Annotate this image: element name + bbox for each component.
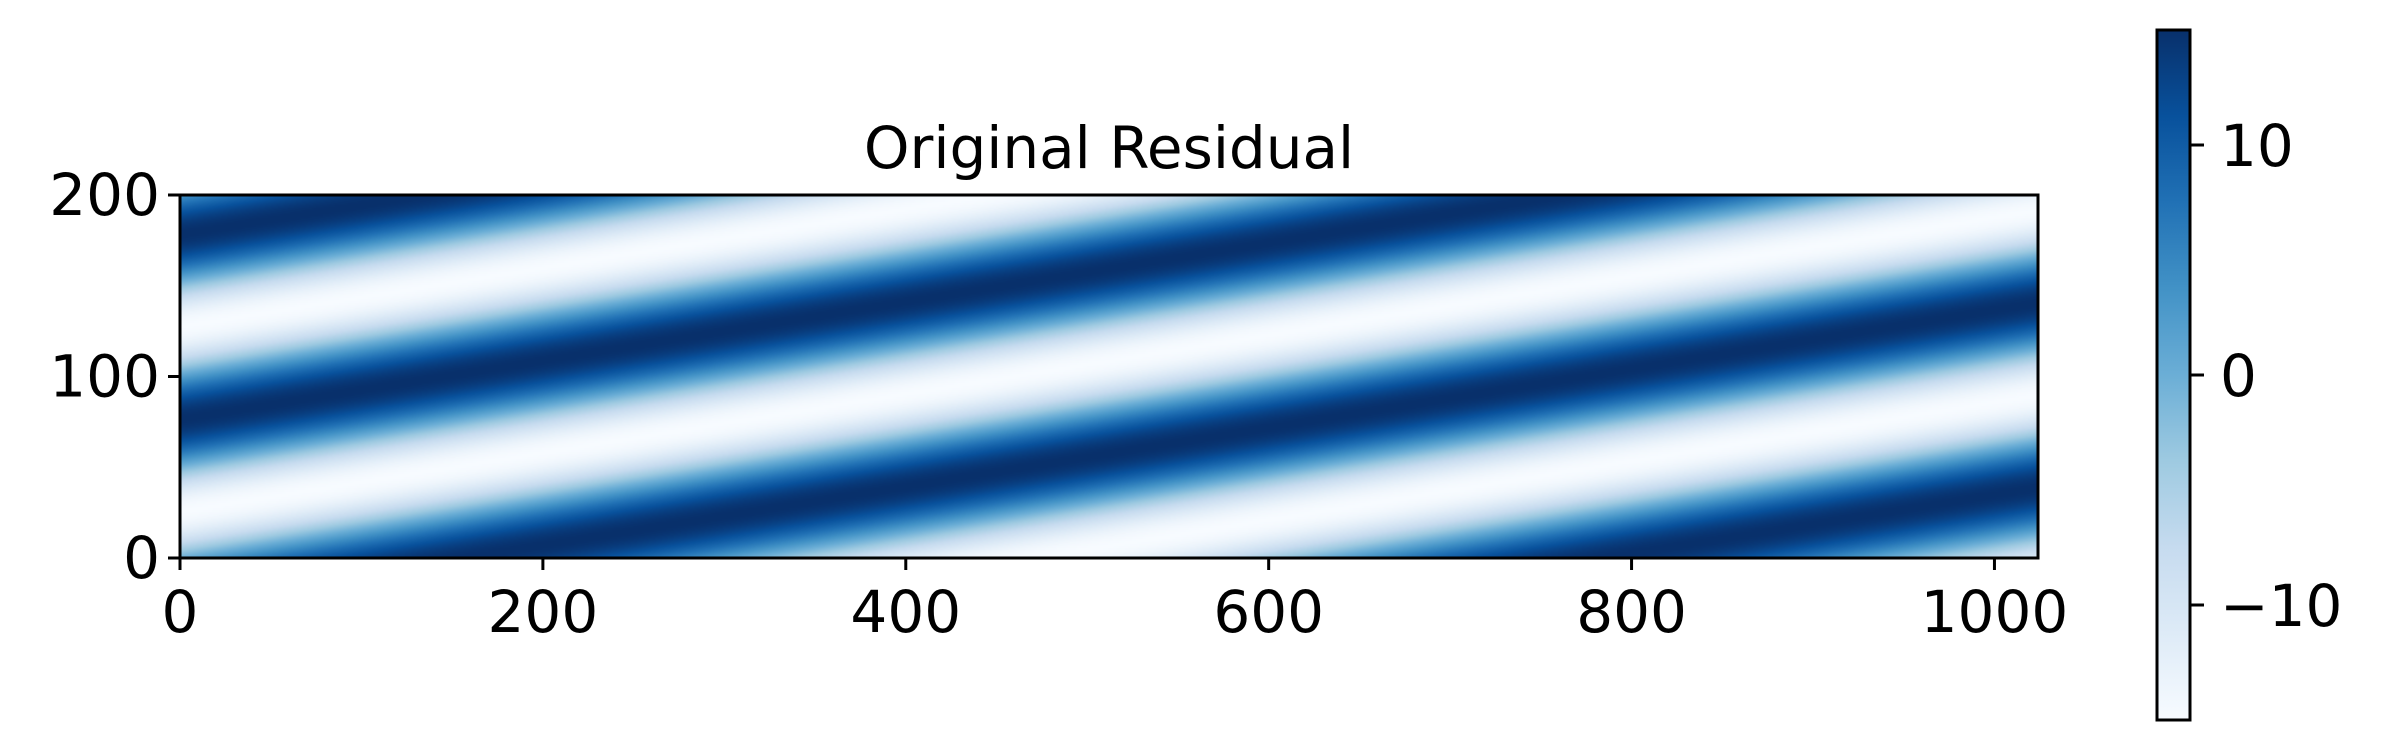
x-tick-label: 800	[1576, 578, 1687, 646]
y-tick-label: 100	[49, 343, 160, 411]
x-axis: 0 200 400 600 800 1000	[162, 558, 2069, 646]
x-tick-label: 200	[488, 578, 599, 646]
y-axis: 0 100 200	[49, 161, 180, 592]
colorbar-tick-label: −10	[2220, 572, 2342, 640]
colorbar-gradient	[2157, 30, 2190, 720]
colorbar-tick-label: 0	[2220, 342, 2257, 410]
x-tick-label: 400	[850, 578, 961, 646]
y-tick-label: 200	[49, 161, 160, 229]
chart-title: Original Residual	[864, 114, 1354, 182]
x-tick-label: 1000	[1921, 578, 2069, 646]
colorbar-tick-label: 10	[2220, 112, 2294, 180]
x-tick-label: 0	[162, 578, 199, 646]
heatmap-image	[180, 195, 2038, 558]
colorbar-axis: −10 0 10	[2190, 112, 2342, 640]
heatmap	[180, 195, 2038, 558]
colorbar: −10 0 10	[2155, 28, 2342, 722]
x-tick-label: 600	[1213, 578, 1324, 646]
y-tick-label: 0	[123, 524, 160, 592]
